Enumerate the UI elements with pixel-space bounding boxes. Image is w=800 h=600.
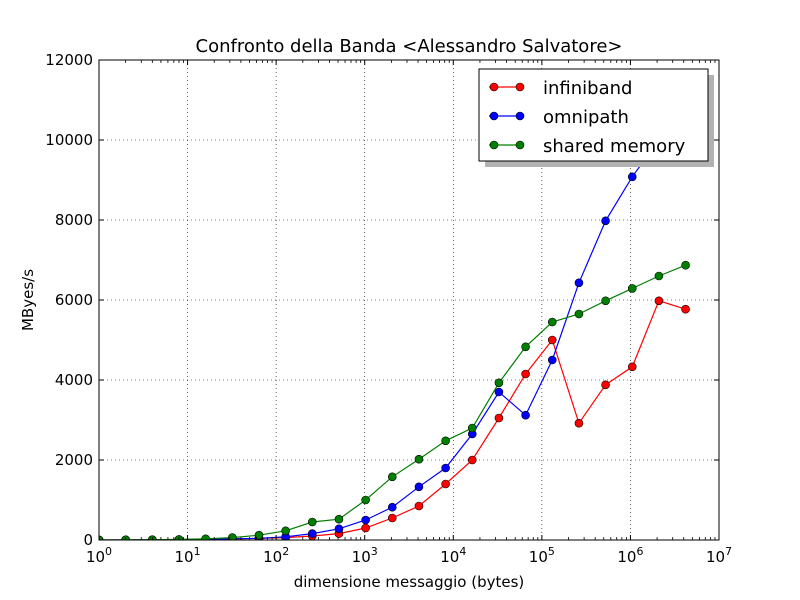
x-tick-label: 101	[175, 545, 201, 566]
data-point	[601, 296, 610, 306]
x-tick-label: 103	[352, 545, 378, 566]
data-point	[521, 342, 530, 352]
data-point	[308, 529, 317, 538]
x-tick-labels: 100 101 102 103 104 105 106 107	[86, 545, 732, 566]
y-tick-label: 12000	[45, 51, 93, 69]
data-point	[334, 514, 344, 524]
data-point	[627, 172, 637, 182]
data-point	[387, 502, 397, 512]
data-point	[627, 284, 637, 293]
data-point	[387, 472, 397, 482]
data-point	[467, 423, 477, 433]
data-point	[521, 369, 530, 379]
data-point	[467, 455, 477, 465]
data-point	[361, 515, 370, 525]
data-point	[228, 533, 237, 540]
legend-marker	[515, 111, 525, 121]
y-tick-label: 4000	[55, 371, 93, 389]
x-tick-label: 107	[706, 545, 732, 566]
data-point	[601, 380, 610, 390]
x-tick-label: 105	[529, 545, 555, 566]
y-tick-label: 2000	[55, 451, 93, 469]
data-point	[414, 501, 424, 511]
data-point	[681, 260, 690, 270]
legend-marker	[489, 82, 499, 92]
legend-label: shared memory	[543, 136, 686, 157]
data-point	[574, 278, 584, 288]
legend-marker	[515, 82, 525, 92]
legend-marker	[489, 140, 499, 150]
data-point	[601, 216, 610, 226]
data-point	[441, 436, 450, 446]
data-point	[308, 517, 317, 527]
axis-ticks	[98, 59, 720, 541]
legend-label: omnipath	[543, 107, 629, 128]
data-point	[387, 513, 397, 523]
y-tick-label: 8000	[55, 211, 93, 229]
legend-marker	[515, 140, 525, 150]
data-point	[254, 530, 264, 540]
x-axis-label: dimensione messaggio (bytes)	[294, 573, 525, 591]
y-tick-label: 10000	[45, 131, 93, 149]
data-point	[494, 378, 504, 388]
data-point	[494, 387, 504, 397]
chart-title: Confronto della Banda <Alessandro Salvat…	[196, 36, 623, 57]
data-point	[414, 454, 424, 464]
data-point	[361, 523, 370, 533]
data-point	[547, 317, 557, 327]
y-tick-label: 6000	[55, 291, 93, 309]
x-tick-label: 106	[617, 545, 643, 566]
data-point	[494, 413, 504, 423]
data-point	[547, 335, 557, 345]
data-point	[681, 304, 690, 314]
data-point	[441, 479, 450, 489]
data-point	[281, 526, 290, 536]
y-axis-label: MByes/s	[19, 269, 37, 331]
data-point	[547, 355, 557, 365]
legend-label: infiniband	[543, 78, 632, 99]
x-tick-label: 100	[86, 545, 112, 566]
legend: infiniband omnipath shared memory	[478, 68, 714, 167]
data-point	[654, 296, 664, 306]
x-tick-label: 104	[440, 545, 466, 566]
series-layer	[99, 103, 690, 540]
data-point	[201, 534, 210, 540]
data-point	[334, 524, 344, 534]
data-point	[361, 495, 370, 505]
data-point	[414, 482, 424, 492]
y-tick-labels: 0 2000 4000 6000 8000 10000 12000	[45, 51, 93, 549]
y-tick-label: 0	[83, 531, 93, 549]
legend-marker	[489, 111, 499, 121]
data-point	[627, 362, 637, 372]
data-point	[441, 463, 450, 473]
data-point	[654, 271, 664, 281]
data-point	[574, 418, 584, 428]
data-point	[521, 410, 530, 420]
data-point	[574, 309, 584, 319]
x-tick-label: 102	[263, 545, 289, 566]
